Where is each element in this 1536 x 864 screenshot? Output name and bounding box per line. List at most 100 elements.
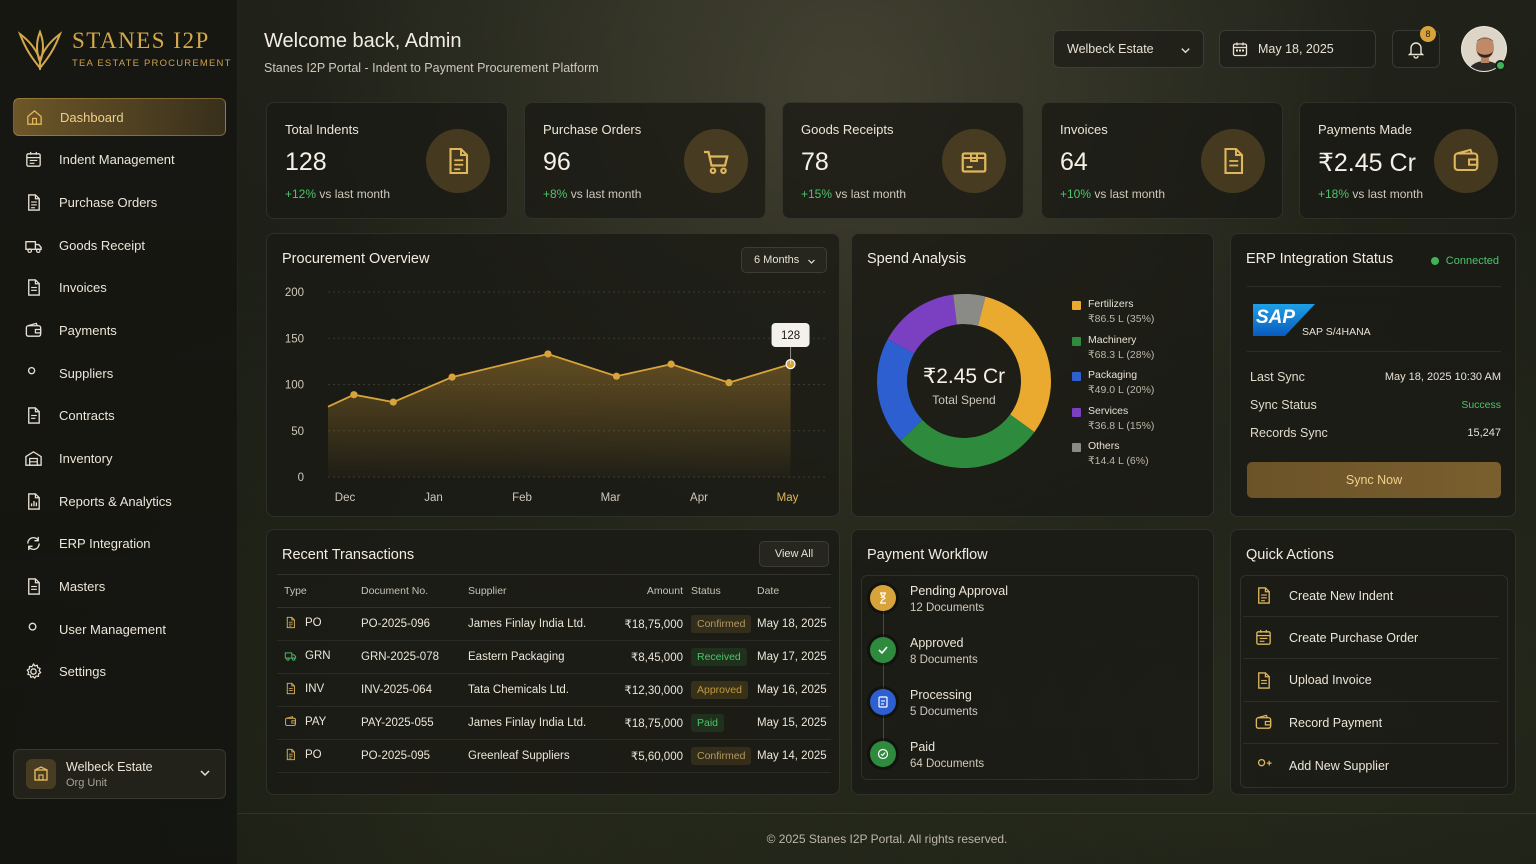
stat-value: ₹2.45 Cr: [1318, 149, 1416, 177]
stat-icon-badge: [942, 129, 1006, 193]
sidebar-item-label: Masters: [59, 579, 106, 595]
donut-slice-services[interactable]: [887, 294, 957, 354]
sidebar-item-masters[interactable]: Masters: [13, 568, 226, 606]
donut-slice-others[interactable]: [953, 294, 986, 326]
truck-icon: [284, 652, 297, 661]
date: May 14, 2025: [757, 739, 831, 773]
spend-analysis-card: Spend Analysis ₹2.45 Cr Total Spend Fert…: [851, 233, 1214, 517]
stat-icon-badge: [426, 129, 490, 193]
sidebar-item-erp-integration[interactable]: ERP Integration: [13, 525, 226, 563]
stat-card[interactable]: Total Indents 128 +12% vs last month: [266, 102, 508, 219]
column-header[interactable]: Supplier: [468, 574, 602, 608]
sidebar-item-settings[interactable]: Settings: [13, 653, 226, 691]
column-header[interactable]: Document No.: [361, 574, 468, 608]
table-row[interactable]: INV INV-2025-064 Tata Chemicals Ltd. ₹12,30…: [277, 673, 831, 707]
sidebar-item-purchase-orders[interactable]: Purchase Orders: [13, 183, 226, 221]
sap-logo-text: SAP: [1256, 307, 1296, 328]
table-row[interactable]: PO PO-2025-095 Greenleaf Suppliers ₹5,60,00…: [277, 739, 831, 773]
status-cell: Confirmed: [691, 739, 757, 773]
quick-action-upload-invoice[interactable]: Upload Invoice: [1243, 660, 1499, 702]
chevron-down-icon: [200, 770, 210, 777]
column-header[interactable]: Date: [757, 574, 831, 608]
table-row[interactable]: PO PO-2025-096 James Finlay India Ltd. ₹18,…: [277, 607, 831, 641]
sidebar-item-reports-analytics[interactable]: Reports & Analytics: [13, 482, 226, 520]
sidebar-item-contracts[interactable]: Contracts: [13, 397, 226, 435]
column-header[interactable]: Type: [277, 574, 361, 608]
column-header[interactable]: Status: [691, 574, 757, 608]
y-tick-label: 0: [298, 472, 304, 484]
quick-action-create-new-indent[interactable]: Create New Indent: [1243, 575, 1499, 617]
quick-action-add-new-supplier[interactable]: Add New Supplier: [1243, 745, 1499, 787]
date-picker[interactable]: May 18, 2025: [1219, 30, 1376, 68]
workflow-step[interactable]: Processing 5 Documents: [870, 688, 978, 718]
stat-card[interactable]: Invoices 64 +10% vs last month: [1041, 102, 1283, 219]
status-cell: Received: [691, 640, 757, 674]
date: May 15, 2025: [757, 706, 831, 740]
stat-card[interactable]: Purchase Orders 96 +8% vs last month: [524, 102, 766, 219]
document-number[interactable]: GRN-2025-078: [361, 640, 468, 674]
x-tick-label: Dec: [335, 492, 356, 504]
stat-label: Goods Receipts: [801, 122, 894, 137]
processing-icon: [870, 689, 896, 715]
sidebar-item-dashboard[interactable]: Dashboard: [13, 98, 226, 136]
sidebar-item-suppliers[interactable]: Suppliers: [13, 354, 226, 392]
notifications-button[interactable]: 8: [1392, 26, 1440, 68]
legend-amount: ₹36.8 L (15%): [1088, 419, 1155, 432]
workflow-step[interactable]: Pending Approval 12 Documents: [870, 584, 1008, 614]
sidebar-item-invoices[interactable]: Invoices: [13, 269, 226, 307]
quick-action-label: Add New Supplier: [1289, 758, 1390, 773]
stat-card[interactable]: Payments Made ₹2.45 Cr +18% vs last month: [1299, 102, 1516, 219]
sidebar-item-inventory[interactable]: Inventory: [13, 440, 226, 478]
box-icon: [961, 152, 987, 173]
range-select[interactable]: 6 Months: [741, 247, 827, 273]
workflow-step-title: Paid: [910, 740, 936, 754]
y-tick-label: 50: [291, 426, 304, 438]
estate-select[interactable]: Welbeck Estate: [1053, 30, 1204, 68]
document-number[interactable]: PO-2025-095: [361, 739, 468, 773]
status-badge: Paid: [691, 714, 725, 732]
column-header[interactable]: Amount: [602, 574, 691, 608]
table-row[interactable]: GRN GRN-2025-078 Eastern Packaging ₹8,45,00…: [277, 640, 831, 674]
donut-slice-fertilizers[interactable]: [964, 294, 1051, 433]
legend-swatch: [1072, 407, 1081, 417]
quick-action-record-payment[interactable]: Record Payment: [1243, 702, 1499, 745]
building-icon: [26, 759, 56, 789]
org-unit-selector[interactable]: Welbeck Estate Org Unit: [13, 749, 226, 799]
brand-logo[interactable]: STANES I2P TEA ESTATE PROCUREMENT: [18, 28, 232, 70]
sidebar-item-payments[interactable]: Payments: [13, 311, 226, 349]
legend-label: Others: [1088, 440, 1120, 452]
tooltip-value: 128: [781, 330, 800, 342]
data-point: [612, 372, 621, 380]
donut-slice-machinery[interactable]: [900, 414, 1035, 468]
notification-count-badge: 8: [1420, 26, 1436, 42]
payment-workflow-card: Payment Workflow Pending Approval 12 Docu…: [851, 529, 1214, 795]
quick-action-create-purchase-order[interactable]: Create Purchase Order: [1243, 617, 1499, 660]
stat-icon-badge: [1201, 129, 1265, 193]
view-all-button[interactable]: View All: [759, 541, 829, 567]
workflow-step[interactable]: Paid 64 Documents: [870, 740, 985, 770]
cart-icon: [704, 150, 729, 175]
data-point: [350, 391, 358, 399]
workflow-step[interactable]: Approved 8 Documents: [870, 636, 978, 666]
document-number[interactable]: INV-2025-064: [361, 673, 468, 707]
donut-slice-packaging[interactable]: [877, 339, 923, 441]
type-cell: PAY: [277, 706, 361, 740]
sidebar-item-indent-management[interactable]: Indent Management: [13, 141, 226, 179]
status-badge: Confirmed: [691, 615, 752, 633]
sidebar-item-user-management[interactable]: User Management: [13, 610, 226, 648]
add-user-icon: [1257, 759, 1272, 767]
legend-swatch: [1072, 372, 1081, 381]
stat-value: 64: [1060, 148, 1088, 176]
invoice-icon: [28, 279, 40, 297]
document-number[interactable]: PAY-2025-055: [361, 706, 468, 740]
legend-amount: ₹49.0 L (20%): [1088, 384, 1155, 396]
legend-amount: ₹86.5 L (35%): [1088, 313, 1155, 325]
workflow-step-count: 64 Documents: [910, 758, 985, 770]
x-tick-label: Mar: [601, 492, 621, 504]
document-number[interactable]: PO-2025-096: [361, 607, 468, 641]
table-row[interactable]: PAY PAY-2025-055 James Finlay India Ltd. ₹1…: [277, 706, 831, 740]
sidebar-item-goods-receipt[interactable]: Goods Receipt: [13, 226, 226, 264]
sidebar-item-label: Indent Management: [59, 152, 175, 168]
sync-now-button[interactable]: Sync Now: [1247, 462, 1501, 498]
stat-card[interactable]: Goods Receipts 78 +15% vs last month: [782, 102, 1024, 219]
